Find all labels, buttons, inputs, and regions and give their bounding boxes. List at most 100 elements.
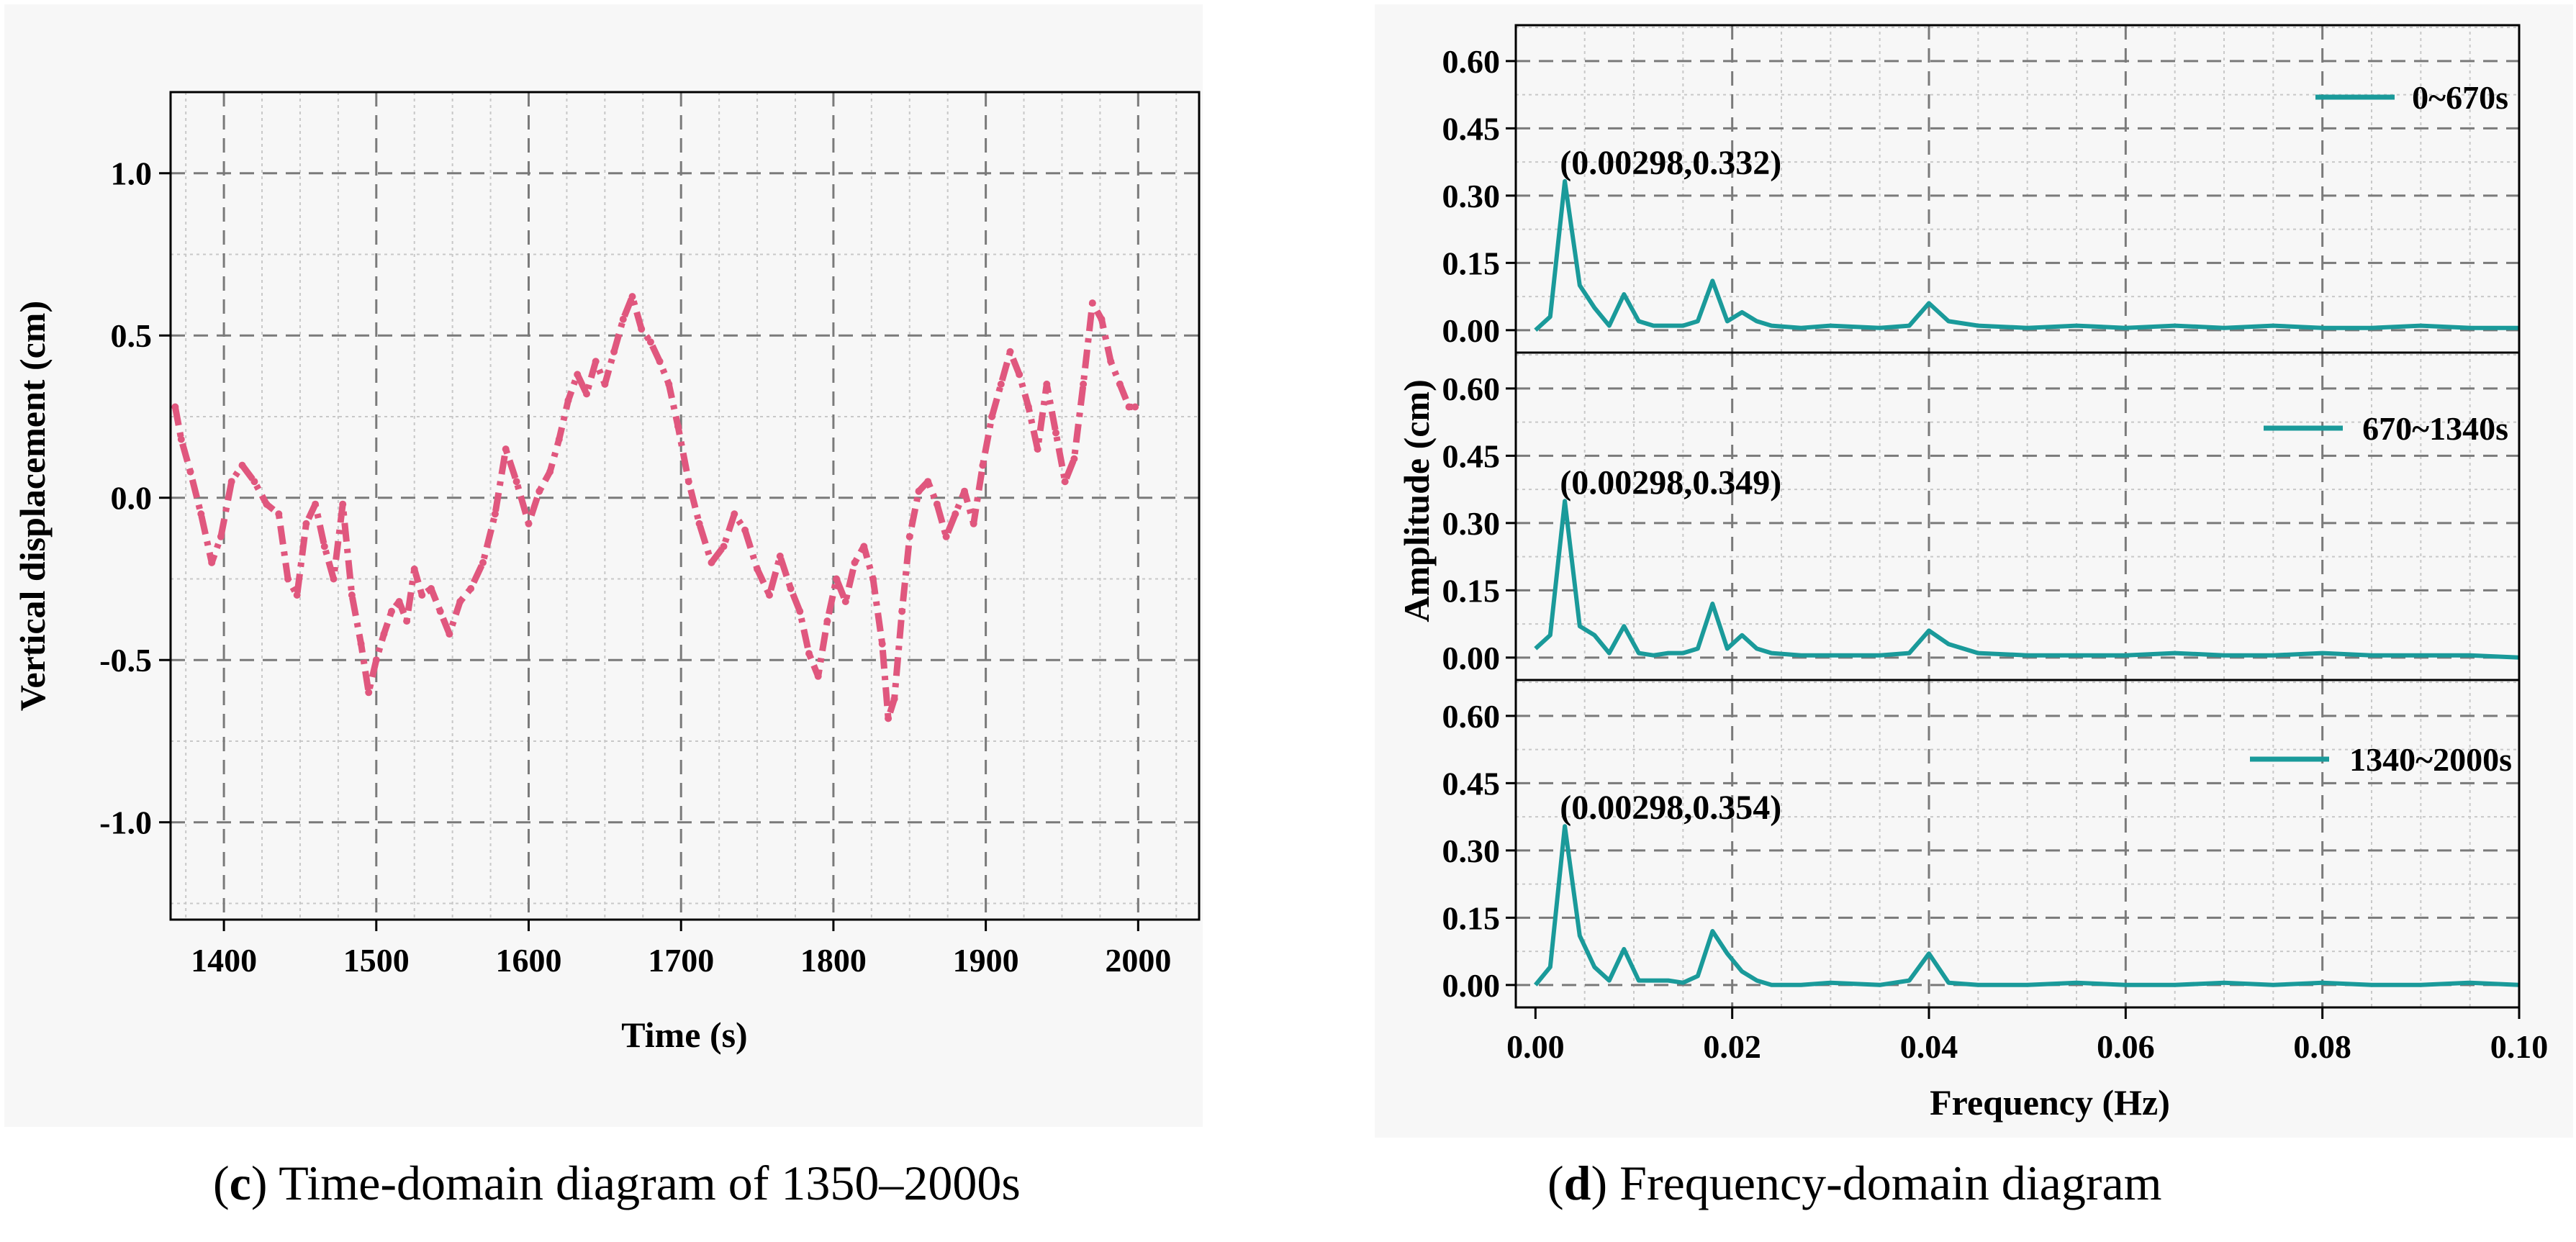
chart-d-legends: 0~670s 670~1340s 1340~2000s	[2250, 79, 2512, 778]
chart-c-y-axis-title: Vertical displacement (cm)	[12, 301, 53, 711]
chart-c-data-point	[988, 413, 996, 420]
chart-c-data-point	[970, 520, 977, 527]
chart-c-data-point	[766, 591, 773, 599]
chart-c-data-point	[535, 487, 543, 495]
chart-c-data-point	[564, 396, 572, 404]
chart-c-data-point	[1061, 478, 1069, 486]
chart-c-data-point	[428, 585, 435, 592]
caption-c-text: Time-domain diagram of 1350–2000s	[279, 1156, 1021, 1210]
chart-c-data-point	[330, 575, 338, 583]
chart-c-data-point	[1107, 358, 1115, 366]
chart-c-y-tick-label: 0.5	[111, 317, 153, 354]
chart-d-x-tick-label: 0.02	[1703, 1028, 1761, 1065]
chart-d-y-tick-label: 0.00	[1442, 312, 1501, 349]
chart-c-y-tick-label: -1.0	[99, 804, 152, 841]
chart-c-data-point	[628, 293, 636, 301]
chart-d-y-tick-label: 0.45	[1442, 438, 1501, 474]
chart-c-data-point	[885, 715, 892, 722]
chart-c-data-point	[403, 617, 411, 625]
chart-d-y-axis-title: Amplitude (cm)	[1396, 379, 1437, 622]
chart-d-y-tick-label: 0.00	[1442, 967, 1501, 1004]
chart-c-data-point	[186, 468, 194, 476]
chart-c-data-point	[467, 585, 475, 592]
chart-c-data-point	[177, 435, 185, 443]
chart-c-data-point	[1080, 380, 1088, 388]
chart-d-y-tick-label: 0.30	[1442, 833, 1501, 869]
chart-c-data-point	[380, 630, 388, 638]
chart-c-data-point	[646, 338, 654, 346]
chart-c-data-point	[979, 461, 987, 469]
chart-c-data-point	[805, 650, 813, 658]
chart-c-data-point	[1088, 299, 1096, 307]
chart-d-series-line-1	[1534, 178, 2519, 332]
chart-c-data-point	[1070, 455, 1078, 463]
chart-c-data-point	[731, 510, 738, 518]
chart-c-x-tick-label: 1500	[343, 942, 410, 979]
chart-c-panel-background	[4, 4, 1203, 1127]
chart-c-data-point	[924, 478, 932, 486]
chart-c-data-point	[293, 591, 301, 599]
chart-c-data-point	[869, 575, 877, 583]
chart-c-data-point	[961, 487, 968, 495]
chart-c-data-point	[741, 526, 749, 534]
chart-c-data-point	[890, 695, 898, 703]
chart-c-data-point	[227, 478, 235, 486]
chart-c-data-point	[1098, 315, 1106, 323]
chart-c-data-point	[583, 390, 590, 398]
chart-c-data-point	[1116, 380, 1124, 388]
chart-c-data-point	[302, 520, 310, 527]
chart-d-y-tick-label: 0.30	[1442, 505, 1501, 542]
chart-c-x-axis-title: Time (s)	[621, 1015, 747, 1055]
chart-d-series-line-3	[1533, 824, 2520, 987]
chart-c-x-tick-label: 1600	[496, 942, 562, 979]
chart-c-data-point	[284, 575, 292, 583]
chart-d-grid	[1516, 25, 2519, 1007]
chart-c-data-point	[823, 617, 831, 625]
chart-c-data-point	[446, 630, 453, 638]
chart-d-panel-background	[1375, 4, 2573, 1138]
chart-c-data-point	[348, 591, 356, 599]
chart-c-data-point	[708, 558, 715, 566]
chart-c-data-point	[905, 532, 913, 540]
chart-c-data-point	[1043, 380, 1051, 388]
chart-d-y-tick-label: 0.15	[1442, 245, 1501, 281]
chart-c-data-point	[878, 640, 886, 648]
chart-c-data-point	[665, 380, 673, 388]
chart-c-plot-frame	[169, 91, 1201, 921]
caption-d-letter: d	[1563, 1156, 1591, 1210]
chart-c-data-point	[436, 607, 444, 615]
chart-c-data-point	[217, 532, 225, 540]
chart-c-data-point	[208, 558, 216, 566]
chart-d-x-tick-label: 0.08	[2293, 1028, 2351, 1065]
chart-c-x-tick-label: 1400	[191, 942, 257, 979]
chart-d-y-tick-label: 0.30	[1442, 178, 1501, 214]
chart-c-data-point	[512, 478, 520, 486]
chart-d-y-tick-label: 0.45	[1442, 765, 1501, 802]
chart-c-data-point	[942, 532, 950, 540]
chart-c-data-point	[1006, 348, 1014, 355]
chart-c-data-point	[339, 500, 347, 508]
chart-c-data-point	[997, 380, 1005, 388]
chart-c-data-point	[638, 325, 646, 333]
chart-d-series-line-2	[1534, 499, 2520, 660]
chart-c-data-point	[754, 565, 761, 573]
chart-c-ticks: 1400 1500 1600 1700 1800 1900 2000 1.0 0.5 0.0 -0.…	[99, 155, 1171, 979]
chart-c-data-point	[1131, 403, 1139, 411]
chart-c-y-tick-label: 1.0	[111, 155, 153, 192]
chart-c-data-point	[171, 403, 179, 411]
chart-c-data-point	[720, 543, 728, 550]
chart-c-data-point	[915, 487, 923, 495]
chart-d-y-tick-label: 0.45	[1442, 110, 1501, 147]
chart-d-peak-annotations: (0.00298,0.332) (0.00298,0.349) (0.00298,0…	[1560, 144, 1781, 827]
chart-d-y-tick-label: 0.15	[1442, 899, 1501, 936]
chart-c-data-point	[395, 598, 403, 605]
chart-c-data-point	[776, 552, 784, 560]
chart-c-data-point	[952, 510, 959, 518]
chart-c-data-point	[898, 607, 906, 615]
caption-d-text: Frequency-domain diagram	[1619, 1156, 2162, 1210]
chart-c-data-point	[418, 591, 426, 599]
chart-c-data-point	[263, 500, 271, 508]
chart-d-panel-frame-3	[1514, 679, 2521, 1009]
chart-d-peak-label-2: (0.00298,0.349)	[1560, 463, 1781, 502]
chart-c-x-tick-label: 1800	[800, 942, 867, 979]
